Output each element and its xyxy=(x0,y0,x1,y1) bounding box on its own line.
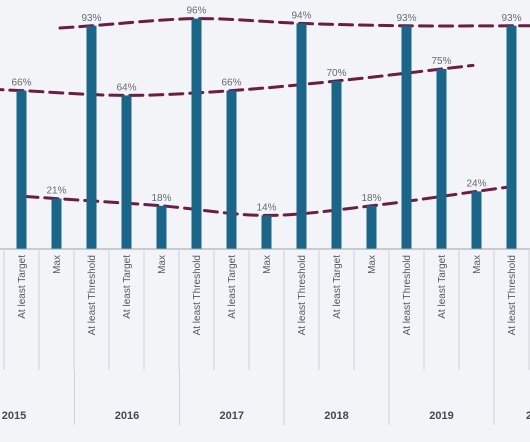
category-label: At least Target xyxy=(437,255,448,319)
category-label: Max xyxy=(52,255,63,274)
bar-2019-max xyxy=(471,191,482,249)
bar-2018-at-least-target xyxy=(331,81,342,249)
category-label: At least Target xyxy=(332,255,343,319)
bar-2016-at-least-threshold xyxy=(86,25,97,249)
bar-2015-max xyxy=(51,198,62,249)
year-labels: 2015 2016 2017 2018 2019 2 xyxy=(2,370,530,425)
bars xyxy=(16,18,517,250)
category-label: Max xyxy=(472,255,483,274)
category-label: At least Threshold xyxy=(507,255,518,335)
data-label: 66% xyxy=(11,78,31,89)
year-label-2018: 2018 xyxy=(324,410,348,422)
category-labels: At least Target Max At least Threshold At l… xyxy=(3,249,530,370)
year-label-2: 2 xyxy=(526,410,530,422)
data-label: 66% xyxy=(221,78,241,89)
bar-2017-at-least-target xyxy=(226,90,237,249)
data-label: 93% xyxy=(81,13,101,24)
year-label-2015: 2015 xyxy=(2,410,26,422)
data-labels: 66% 21% 93% 64% 18% 96% 66% 14% 94% 70% 18% 93% 75% 2… xyxy=(11,6,521,214)
category-label: Max xyxy=(262,255,273,274)
category-label: At least Threshold xyxy=(402,255,413,335)
bar-2018-at-least-threshold xyxy=(296,23,307,250)
data-label: 70% xyxy=(326,68,346,79)
bar-2016-at-least-target xyxy=(121,95,132,250)
data-label: 64% xyxy=(116,82,136,93)
data-label: 96% xyxy=(186,6,206,17)
category-label: At least Threshold xyxy=(87,255,98,335)
bar-2017-at-least-threshold xyxy=(191,18,202,249)
data-label: 18% xyxy=(151,193,171,204)
data-label: 75% xyxy=(431,56,451,67)
year-label-2016: 2016 xyxy=(115,410,139,422)
category-label: At least Target xyxy=(17,255,28,319)
year-label-2017: 2017 xyxy=(220,410,244,422)
data-label: 93% xyxy=(501,13,521,24)
data-label: 94% xyxy=(291,10,311,21)
bar-2018-max xyxy=(366,205,377,249)
category-label: Max xyxy=(157,255,168,274)
category-label: At least Target xyxy=(122,255,133,319)
bar-2016-max xyxy=(156,205,167,249)
category-label: At least Target xyxy=(227,255,238,319)
data-label: 21% xyxy=(46,186,66,197)
bar-2017-max xyxy=(261,215,272,249)
bar-2020-at-least-threshold xyxy=(506,25,517,249)
year-label-2019: 2019 xyxy=(429,410,453,422)
category-label: At least Threshold xyxy=(192,255,203,335)
trend-lines xyxy=(0,17,530,217)
bar-2015-at-least-target xyxy=(16,90,27,249)
bar-2019-at-least-threshold xyxy=(401,25,412,249)
category-label: At least Threshold xyxy=(297,255,308,335)
data-label: 18% xyxy=(361,193,381,204)
data-label: 14% xyxy=(256,202,276,213)
data-label: 24% xyxy=(466,178,486,189)
category-label: Max xyxy=(367,255,378,274)
data-label: 93% xyxy=(396,13,416,24)
bar-2019-at-least-target xyxy=(436,69,447,249)
